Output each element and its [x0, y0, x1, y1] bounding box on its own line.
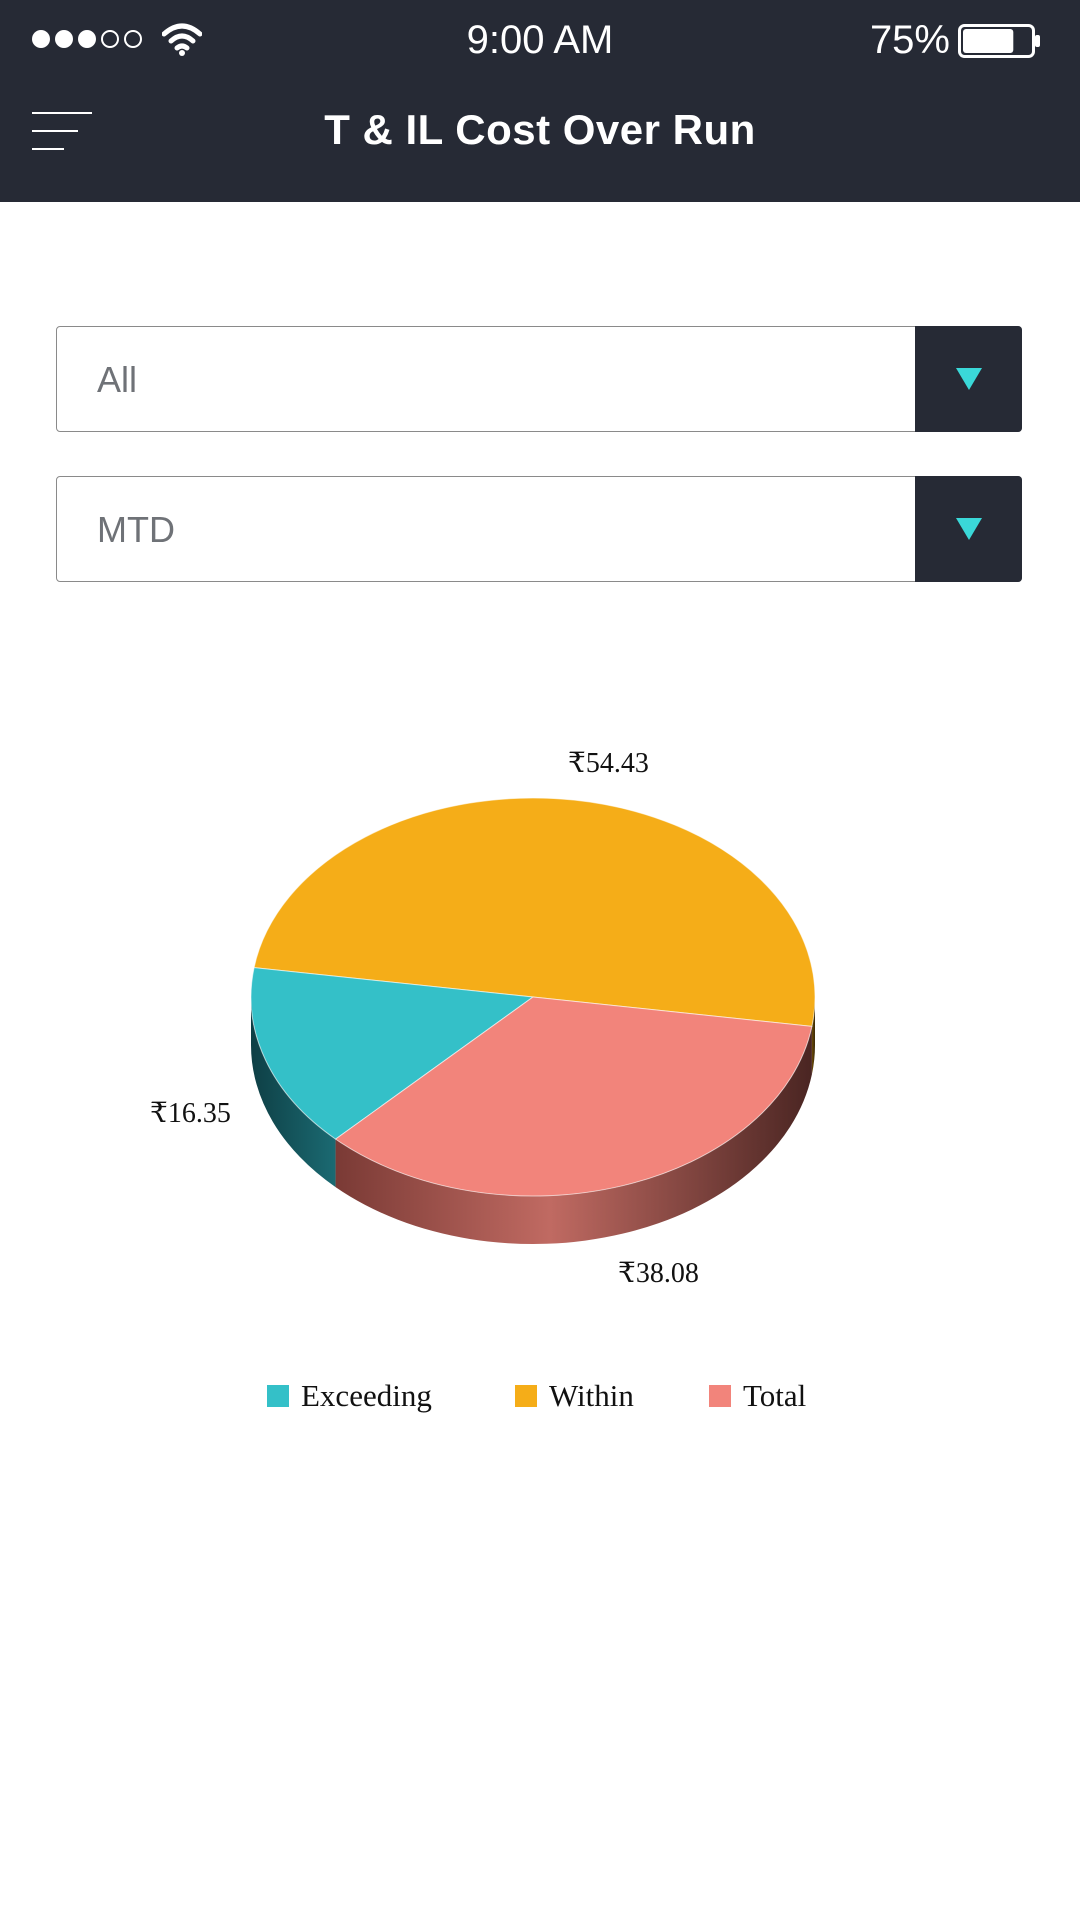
period-dropdown-value: MTD	[97, 509, 175, 550]
pie-slices	[250, 797, 816, 1197]
cost-overrun-pie-chart	[250, 797, 816, 1244]
signal-dot	[55, 30, 73, 48]
category-dropdown-toggle[interactable]	[915, 326, 1022, 432]
legend-swatch	[267, 1385, 289, 1407]
slice-label-exceeding: ₹16.35	[150, 1098, 231, 1129]
page-title: T & IL Cost Over Run	[324, 106, 756, 153]
hamburger-menu-icon[interactable]	[32, 110, 92, 154]
status-time: 9:00 AM	[466, 18, 614, 62]
slice-side-total	[335, 1026, 812, 1244]
category-dropdown-value: All	[97, 359, 138, 400]
signal-dot	[124, 30, 142, 48]
slice-side-within	[811, 997, 815, 1075]
slice-total[interactable]	[334, 996, 813, 1197]
signal-dot	[101, 30, 119, 48]
slice-label-within: ₹54.43	[568, 748, 649, 779]
signal-dot	[78, 30, 96, 48]
wifi-icon	[162, 23, 202, 56]
signal-dot	[32, 30, 50, 48]
chart-legend: Exceeding Within Total	[0, 1378, 1080, 1418]
legend-swatch	[709, 1385, 731, 1407]
chevron-down-icon	[956, 518, 982, 540]
battery-icon	[958, 24, 1040, 58]
category-dropdown[interactable]: All	[56, 326, 1022, 432]
slice-side-exceeding	[251, 997, 336, 1188]
period-dropdown-toggle[interactable]	[915, 476, 1022, 582]
status-bar: 9:00 AM 75%	[0, 0, 1080, 84]
slice-within[interactable]	[253, 797, 816, 1027]
legend-item-exceeding[interactable]: Exceeding	[267, 1378, 432, 1414]
legend-swatch	[515, 1385, 537, 1407]
legend-label: Exceeding	[301, 1378, 432, 1413]
slice-label-total: ₹38.08	[618, 1258, 699, 1289]
period-dropdown[interactable]: MTD	[56, 476, 1022, 582]
app-header: 9:00 AM 75% T & IL Cost Over Run	[0, 0, 1080, 202]
signal-strength-icon	[32, 30, 142, 48]
slice-exceeding[interactable]	[250, 967, 535, 1140]
legend-label: Total	[743, 1378, 807, 1413]
chevron-down-icon	[956, 368, 982, 390]
legend-label: Within	[549, 1378, 634, 1413]
pie-depth	[251, 997, 815, 1244]
legend-item-within[interactable]: Within	[515, 1378, 634, 1414]
legend-item-total[interactable]: Total	[709, 1378, 806, 1414]
battery-percent: 75%	[869, 18, 950, 62]
